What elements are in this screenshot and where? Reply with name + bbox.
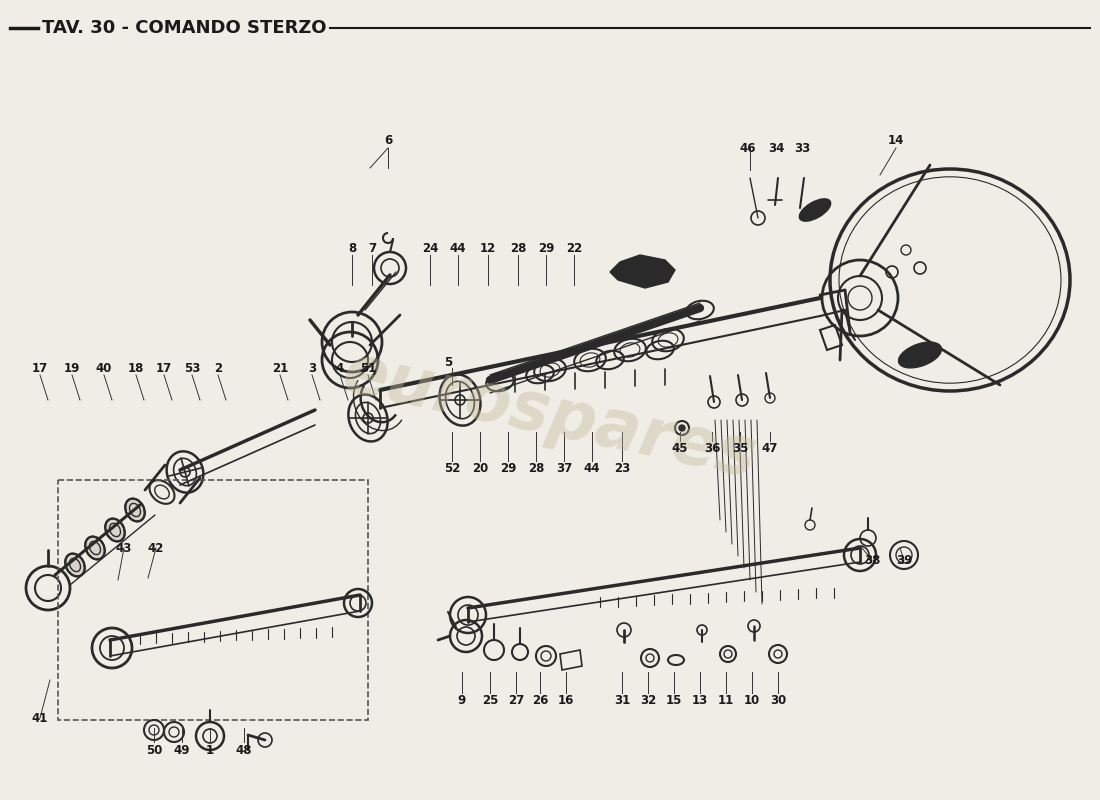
- Text: 47: 47: [762, 442, 778, 454]
- Circle shape: [679, 425, 685, 431]
- Text: 43: 43: [116, 542, 132, 554]
- Text: 17: 17: [32, 362, 48, 374]
- Text: 1: 1: [206, 743, 214, 757]
- Text: 20: 20: [472, 462, 488, 474]
- Text: 5: 5: [444, 355, 452, 369]
- Text: 44: 44: [584, 462, 601, 474]
- Text: 41: 41: [32, 711, 48, 725]
- Text: 22: 22: [565, 242, 582, 254]
- Text: 2: 2: [213, 362, 222, 374]
- Text: 19: 19: [64, 362, 80, 374]
- Ellipse shape: [125, 498, 145, 522]
- Text: 9: 9: [458, 694, 466, 706]
- Text: 36: 36: [704, 442, 720, 454]
- Text: 3: 3: [308, 362, 316, 374]
- Text: 16: 16: [558, 694, 574, 706]
- Text: 51: 51: [360, 362, 376, 374]
- Text: 37: 37: [556, 462, 572, 474]
- Text: 23: 23: [614, 462, 630, 474]
- Text: 13: 13: [692, 694, 708, 706]
- Ellipse shape: [899, 342, 942, 368]
- Text: 10: 10: [744, 694, 760, 706]
- Polygon shape: [610, 255, 675, 288]
- Text: 35: 35: [732, 442, 748, 454]
- Text: 52: 52: [443, 462, 460, 474]
- Text: 33: 33: [794, 142, 810, 154]
- Text: 12: 12: [480, 242, 496, 254]
- Text: 11: 11: [718, 694, 734, 706]
- Text: 50: 50: [146, 743, 162, 757]
- Text: 4: 4: [336, 362, 344, 374]
- Text: eurospares: eurospares: [337, 340, 763, 492]
- Text: 29: 29: [499, 462, 516, 474]
- Text: 39: 39: [895, 554, 912, 566]
- Text: 8: 8: [348, 242, 356, 254]
- Bar: [58, 480, 369, 720]
- Text: 32: 32: [640, 694, 656, 706]
- Text: 15: 15: [666, 694, 682, 706]
- Text: 44: 44: [450, 242, 466, 254]
- Text: 45: 45: [672, 442, 689, 454]
- Ellipse shape: [800, 199, 830, 221]
- Text: 34: 34: [768, 142, 784, 154]
- Text: 30: 30: [770, 694, 786, 706]
- Text: 21: 21: [272, 362, 288, 374]
- Ellipse shape: [106, 518, 124, 542]
- Text: 49: 49: [174, 743, 190, 757]
- Text: 28: 28: [509, 242, 526, 254]
- Text: TAV. 30 - COMANDO STERZO: TAV. 30 - COMANDO STERZO: [42, 19, 327, 37]
- Text: 42: 42: [147, 542, 164, 554]
- Text: 29: 29: [538, 242, 554, 254]
- Ellipse shape: [65, 554, 85, 577]
- Text: 14: 14: [888, 134, 904, 146]
- Text: 40: 40: [96, 362, 112, 374]
- Ellipse shape: [86, 537, 104, 559]
- Text: 6: 6: [384, 134, 392, 146]
- Text: 27: 27: [508, 694, 524, 706]
- Text: 18: 18: [128, 362, 144, 374]
- Text: 48: 48: [235, 743, 252, 757]
- Text: 38: 38: [864, 554, 880, 566]
- Text: 26: 26: [531, 694, 548, 706]
- Text: 25: 25: [482, 694, 498, 706]
- Text: 46: 46: [739, 142, 757, 154]
- Text: 7: 7: [367, 242, 376, 254]
- Text: 31: 31: [614, 694, 630, 706]
- Text: 24: 24: [421, 242, 438, 254]
- Text: 53: 53: [184, 362, 200, 374]
- Text: 28: 28: [528, 462, 544, 474]
- Text: 17: 17: [156, 362, 172, 374]
